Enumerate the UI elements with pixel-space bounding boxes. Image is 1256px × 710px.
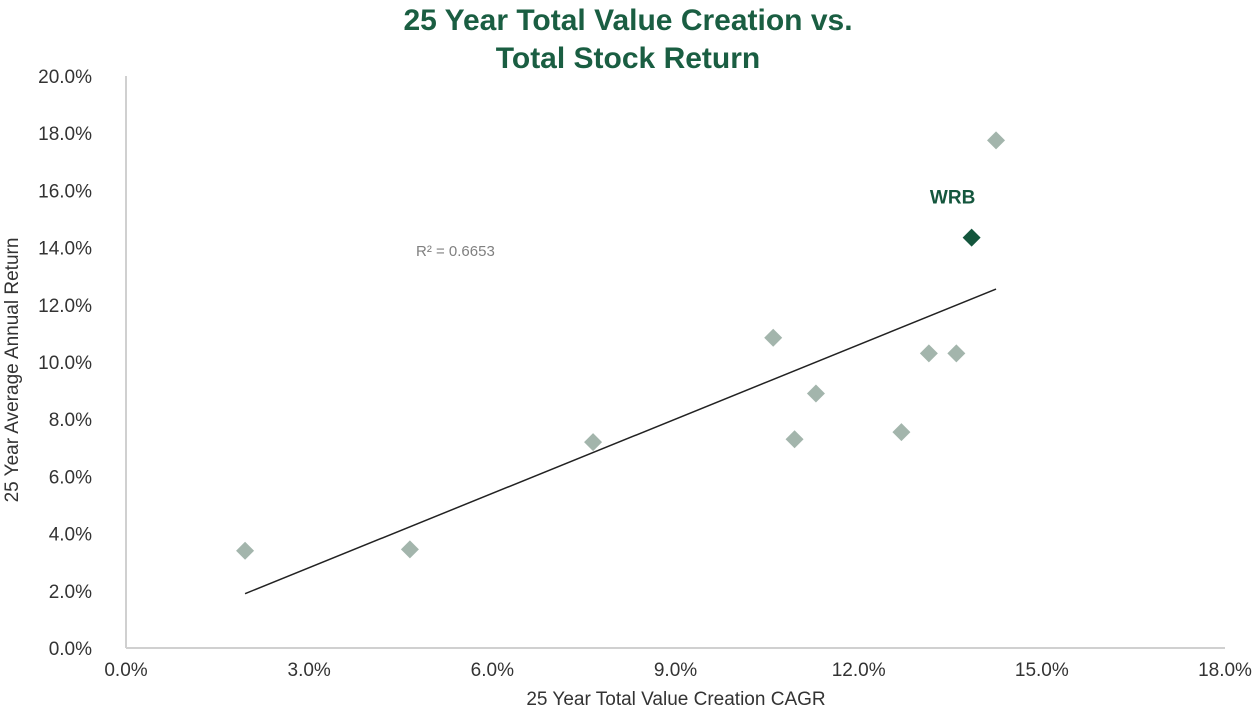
data-point — [236, 541, 255, 560]
x-tick-label: 0.0% — [104, 660, 147, 681]
data-point-highlight — [962, 228, 981, 247]
x-tick-label: 6.0% — [471, 660, 514, 681]
y-tick-label: 2.0% — [49, 582, 92, 603]
chart-title-line-1: 25 Year Total Value Creation vs. — [403, 4, 853, 37]
x-axis-label: 25 Year Total Value Creation CAGR — [526, 689, 825, 710]
y-tick-label: 6.0% — [49, 467, 92, 488]
chart-title-line-2: Total Stock Return — [495, 42, 761, 75]
x-tick-label: 18.0% — [1198, 660, 1252, 681]
data-point — [785, 430, 804, 449]
y-tick-label: 0.0% — [49, 639, 92, 660]
y-axis-ticks: 0.0% 2.0% 4.0% 6.0% 8.0% 10.0% 12.0% 14.0% 16.0%… — [38, 67, 92, 660]
y-tick-label: 18.0% — [38, 124, 92, 145]
y-tick-label: 4.0% — [49, 525, 92, 546]
y-tick-label: 16.0% — [38, 181, 92, 202]
x-tick-label: 12.0% — [832, 660, 886, 681]
y-tick-label: 10.0% — [38, 353, 92, 374]
data-points: WRB — [236, 131, 1006, 560]
x-axis-ticks: 0.0% 3.0% 6.0% 9.0% 12.0% 15.0% 18.0% — [104, 660, 1252, 681]
trendline — [244, 288, 997, 595]
y-tick-label: 12.0% — [38, 296, 92, 317]
x-tick-label: 9.0% — [654, 660, 697, 681]
data-point — [806, 384, 825, 403]
data-point — [400, 540, 419, 559]
highlight-label: WRB — [930, 188, 975, 209]
y-tick-label: 8.0% — [49, 410, 92, 431]
data-point — [892, 423, 911, 442]
data-point — [987, 131, 1006, 150]
x-tick-label: 15.0% — [1015, 660, 1069, 681]
data-point — [947, 344, 966, 363]
chart-title: 25 Year Total Value Creation vs. Total S… — [0, 2, 1256, 78]
data-point — [584, 433, 603, 452]
x-tick-label: 3.0% — [288, 660, 331, 681]
y-tick-label: 14.0% — [38, 239, 92, 260]
data-point — [919, 344, 938, 363]
y-tick-label: 20.0% — [38, 67, 92, 88]
r-squared-label: R² = 0.6653 — [416, 243, 495, 260]
chart-axes — [125, 76, 1225, 649]
data-point — [764, 328, 783, 347]
y-axis-label: 25 Year Average Annual Return — [2, 238, 23, 503]
